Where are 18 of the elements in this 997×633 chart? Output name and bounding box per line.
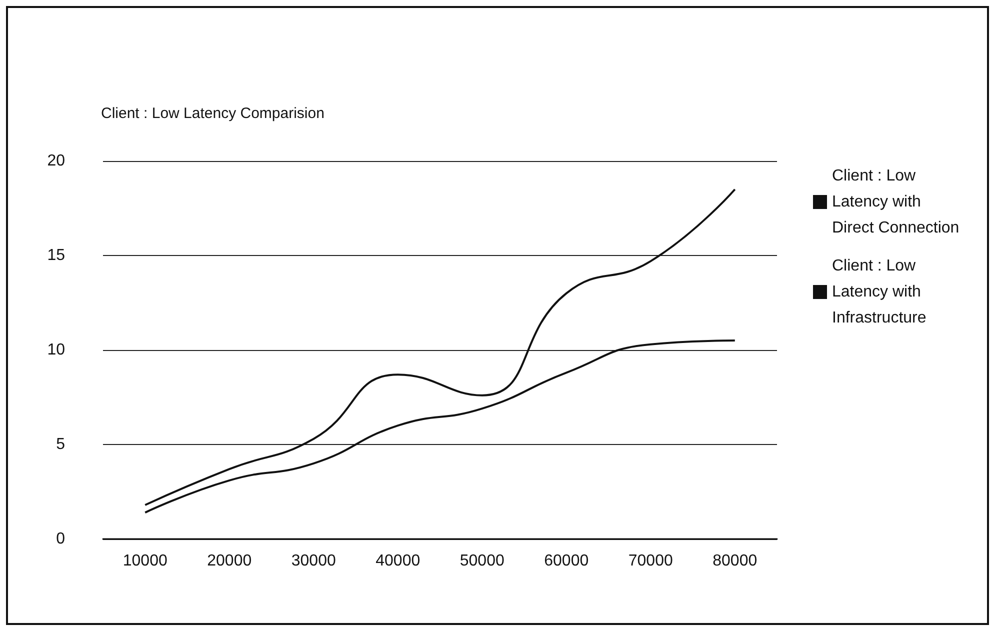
legend-label: Client : Low Latency with Direct Connection xyxy=(832,168,960,236)
x-tick-label: 30000 xyxy=(291,552,336,570)
y-tick-label: 20 xyxy=(47,152,66,170)
x-tick-label: 40000 xyxy=(376,552,420,570)
y-tick-label: 15 xyxy=(47,247,66,264)
legend-label: Client : Low Latency with Infrastructure xyxy=(832,258,926,326)
x-tick-label: 80000 xyxy=(712,552,758,570)
x-tick-label: 50000 xyxy=(460,552,504,570)
y-tick-label: 0 xyxy=(56,530,66,548)
x-tick-label: 10000 xyxy=(122,552,168,570)
x-tick-label: 60000 xyxy=(544,552,589,570)
x-tick-label: 20000 xyxy=(207,552,252,570)
chart-title: Client : Low Latency Comparision xyxy=(101,105,324,122)
y-tick-label: 10 xyxy=(47,342,66,358)
y-tick-label: 5 xyxy=(56,436,66,453)
line-series xyxy=(144,188,736,506)
x-tick-label: 70000 xyxy=(628,552,673,570)
line-series xyxy=(144,340,736,514)
